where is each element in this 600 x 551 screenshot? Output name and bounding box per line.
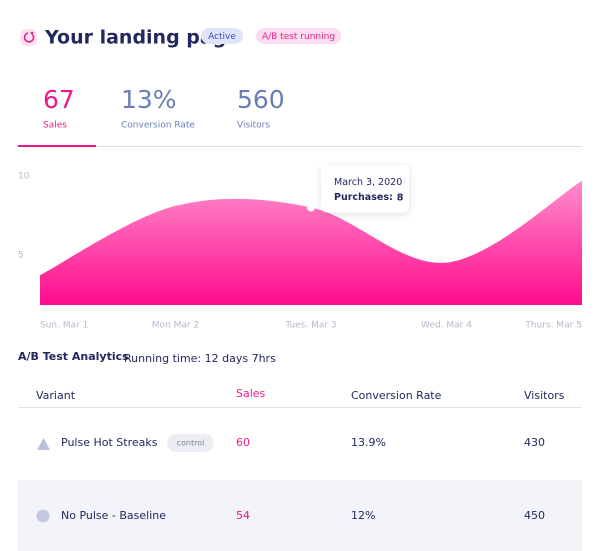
stat-label[interactable]: Visitors bbox=[237, 121, 270, 131]
badge-active: Active bbox=[208, 32, 236, 42]
tag-bg bbox=[167, 434, 214, 452]
badge-bg bbox=[256, 28, 341, 44]
tooltip-point bbox=[307, 203, 315, 212]
x-tick-label: Thurs. Mar 5 bbox=[524, 321, 582, 331]
variant-icon bbox=[36, 509, 50, 523]
running-time: Running time: 12 days 7hrs bbox=[124, 352, 276, 365]
conversion: 12% bbox=[351, 509, 375, 522]
variant-icon bbox=[37, 438, 50, 450]
tab-indicator bbox=[18, 145, 96, 147]
column-header: Variant bbox=[36, 389, 76, 402]
tooltip-title: March 3, 2020 bbox=[334, 177, 402, 188]
section-title: A/B Test Analytics bbox=[18, 350, 129, 363]
area bbox=[40, 180, 582, 305]
y-tick-label: 10 bbox=[18, 172, 30, 182]
tooltip-value: 8 bbox=[397, 192, 404, 203]
conversion: 13.9% bbox=[351, 436, 386, 449]
stat-label[interactable]: Conversion Rate bbox=[121, 121, 195, 131]
tab-divider bbox=[18, 146, 582, 147]
logo-dot bbox=[30, 31, 34, 35]
visitors: 450 bbox=[524, 509, 545, 522]
row-bg bbox=[18, 480, 582, 551]
sales: 54 bbox=[236, 509, 250, 522]
sales: 60 bbox=[236, 436, 250, 449]
column-header[interactable]: Sales bbox=[236, 387, 266, 400]
x-tick-label: Sun. Mar 1 bbox=[40, 321, 88, 331]
logo-bg bbox=[20, 29, 37, 46]
stat-value[interactable]: 67 bbox=[43, 85, 75, 114]
variant-name: No Pulse - Baseline bbox=[61, 509, 166, 522]
tooltip-label: Purchases: 8 bbox=[334, 192, 404, 203]
header-divider bbox=[18, 407, 582, 408]
visitors: 430 bbox=[524, 436, 545, 449]
badge-ab: A/B test running bbox=[262, 32, 335, 42]
chart: 5 10 Sun. Mar 1 Mon Mar 2 Tues. Mar 3 Wed. Ma… bbox=[18, 165, 582, 331]
badge-bg bbox=[201, 28, 243, 44]
page-title: Your landing page bbox=[44, 27, 239, 49]
y-tick-label: 5 bbox=[18, 250, 24, 260]
stat-value[interactable]: 13% bbox=[121, 85, 177, 114]
stat-label[interactable]: Sales bbox=[43, 121, 67, 131]
tooltip bbox=[321, 165, 409, 213]
logo-icon bbox=[23, 32, 35, 43]
x-tick-label: Wed. Mar 4 bbox=[421, 321, 472, 331]
x-tick-label: Tues. Mar 3 bbox=[284, 321, 336, 331]
variant-name: Pulse Hot Streaks bbox=[61, 436, 158, 449]
stat-value[interactable]: 560 bbox=[237, 85, 285, 114]
column-header: Visitors bbox=[524, 389, 565, 402]
area-tint bbox=[40, 180, 582, 305]
column-header: Conversion Rate bbox=[351, 389, 442, 402]
x-tick-label: Mon Mar 2 bbox=[152, 321, 199, 331]
tag: control bbox=[177, 439, 205, 448]
